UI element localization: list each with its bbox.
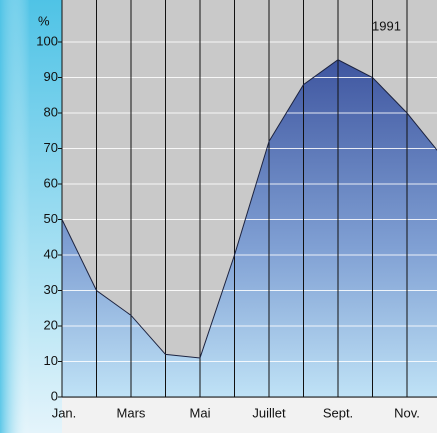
- y-axis-label: %: [38, 13, 50, 28]
- x-tick-label: Mars: [117, 405, 146, 420]
- line: [61, 59, 437, 359]
- side-fade: [0, 0, 30, 433]
- x-tick-label: Juillet: [252, 405, 286, 420]
- x-tick-label: Sept.: [323, 405, 353, 420]
- y-tick-label: 60: [44, 175, 58, 190]
- y-tick-label: 0: [51, 388, 58, 403]
- plot: [61, 0, 437, 398]
- y-tick-label: 50: [44, 211, 58, 226]
- y-tick-label: 80: [44, 104, 58, 119]
- annotation: 1991: [372, 18, 401, 33]
- y-tick-label: 90: [44, 69, 58, 84]
- y-tick-label: 30: [44, 282, 58, 297]
- area: [62, 59, 437, 397]
- y-tick-label: 70: [44, 140, 58, 155]
- x-tick-label: Mai: [190, 405, 211, 420]
- x-tick-label: Jan.: [52, 405, 77, 420]
- y-tick-label: 10: [44, 353, 58, 368]
- y-tick-label: 40: [44, 246, 58, 261]
- x-tick-label: Nov.: [394, 405, 420, 420]
- y-tick-label: 100: [36, 33, 58, 48]
- x-band: [62, 398, 437, 433]
- y-tick-label: 20: [44, 317, 58, 332]
